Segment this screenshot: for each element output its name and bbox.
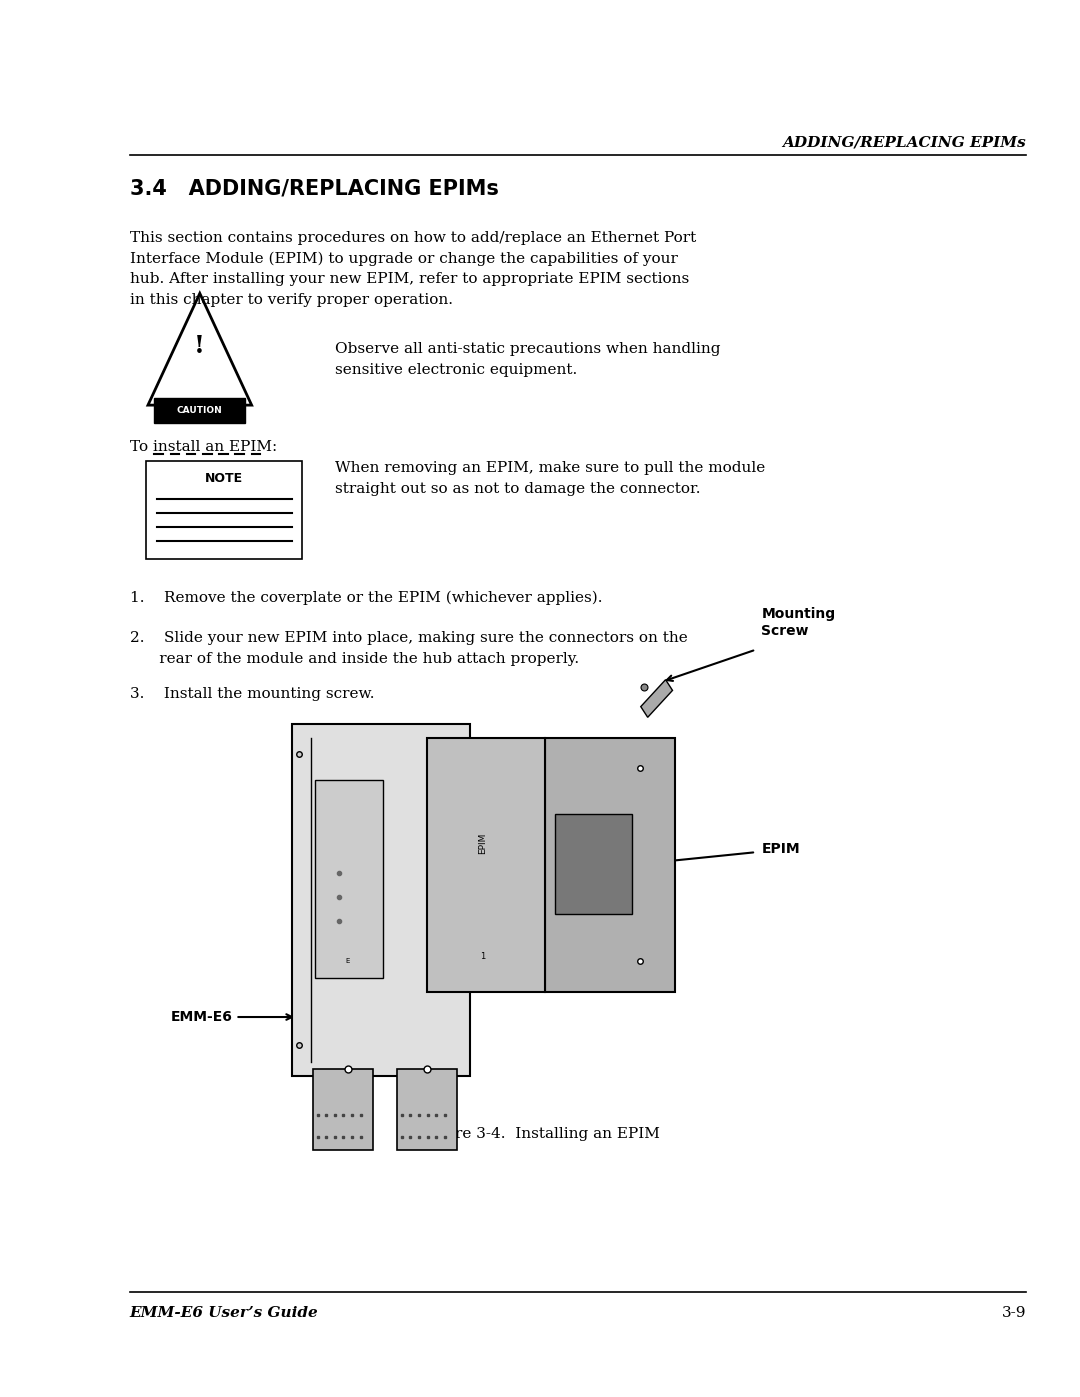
FancyBboxPatch shape — [315, 780, 383, 978]
Text: 3.4   ADDING/REPLACING EPIMs: 3.4 ADDING/REPLACING EPIMs — [130, 179, 499, 198]
Polygon shape — [640, 680, 673, 717]
Text: When removing an EPIM, make sure to pull the module
straight out so as not to da: When removing an EPIM, make sure to pull… — [335, 461, 765, 496]
FancyBboxPatch shape — [292, 724, 470, 1076]
Text: 2.    Slide your new EPIM into place, making sure the connectors on the
      re: 2. Slide your new EPIM into place, makin… — [130, 631, 687, 666]
Text: EMM-E6: EMM-E6 — [171, 1010, 232, 1024]
Text: EPIM: EPIM — [761, 842, 800, 856]
Text: 3.    Install the mounting screw.: 3. Install the mounting screw. — [130, 687, 374, 701]
Text: E: E — [346, 958, 350, 964]
Text: 1.    Remove the coverplate or the EPIM (whichever applies).: 1. Remove the coverplate or the EPIM (wh… — [130, 591, 603, 605]
Text: NOTE: NOTE — [205, 472, 243, 485]
Text: EPIM: EPIM — [478, 833, 487, 855]
FancyBboxPatch shape — [545, 738, 675, 992]
FancyBboxPatch shape — [397, 1069, 457, 1150]
Text: EMM-E6 User’s Guide: EMM-E6 User’s Guide — [130, 1306, 319, 1320]
Text: To install an EPIM:: To install an EPIM: — [130, 440, 276, 454]
Text: Figure 3-4.  Installing an EPIM: Figure 3-4. Installing an EPIM — [420, 1127, 660, 1141]
FancyBboxPatch shape — [555, 814, 632, 914]
FancyBboxPatch shape — [427, 738, 545, 992]
FancyBboxPatch shape — [146, 461, 302, 559]
FancyBboxPatch shape — [154, 398, 245, 423]
Text: 1: 1 — [481, 953, 485, 961]
Text: !: ! — [194, 334, 205, 359]
Text: Observe all anti-static precautions when handling
sensitive electronic equipment: Observe all anti-static precautions when… — [335, 342, 720, 377]
Text: CAUTION: CAUTION — [177, 407, 222, 415]
Text: 3-9: 3-9 — [1001, 1306, 1026, 1320]
Text: This section contains procedures on how to add/replace an Ethernet Port
Interfac: This section contains procedures on how … — [130, 231, 696, 307]
Text: ADDING/REPLACING EPIMs: ADDING/REPLACING EPIMs — [782, 136, 1026, 149]
Text: Mounting
Screw: Mounting Screw — [761, 608, 836, 638]
FancyBboxPatch shape — [313, 1069, 373, 1150]
